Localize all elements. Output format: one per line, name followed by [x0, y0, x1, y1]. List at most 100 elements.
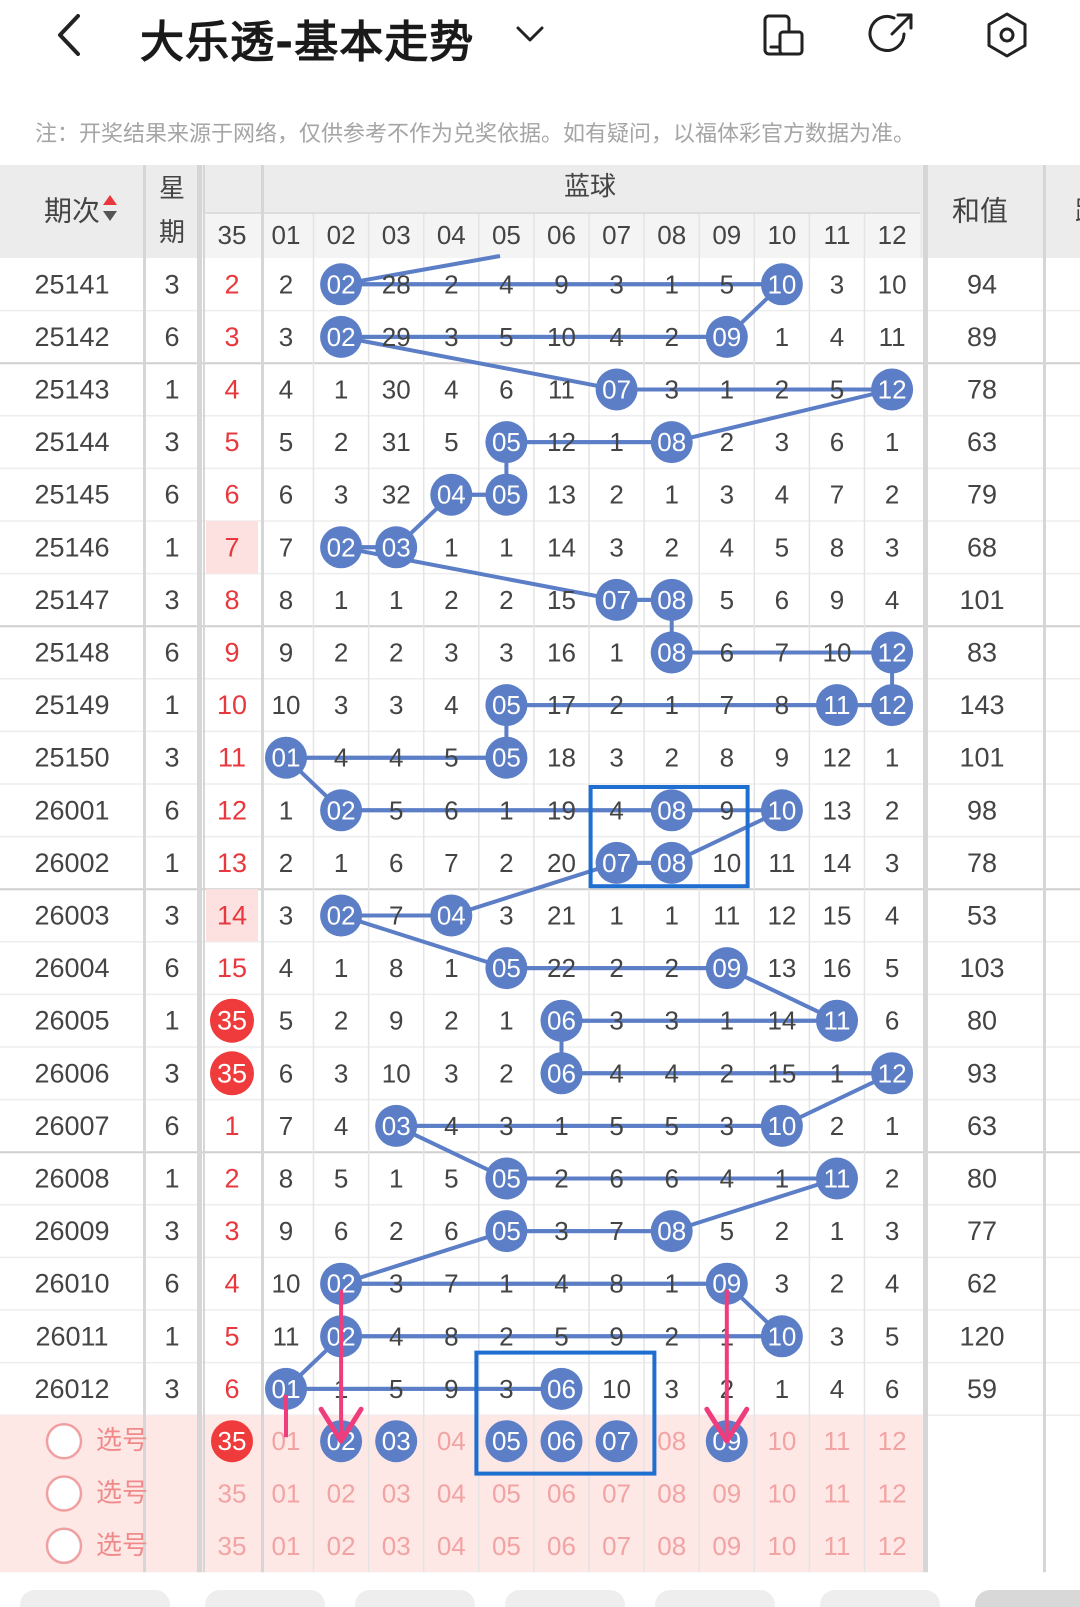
weekday: 3 [164, 427, 179, 457]
select-blue-number[interactable]: 08 [657, 1426, 686, 1456]
weekday: 1 [164, 375, 179, 405]
bottom-tab[interactable] [655, 1590, 775, 1607]
select-blue-number[interactable]: 09 [712, 1479, 741, 1509]
miss-value: 19 [547, 795, 576, 825]
miss-value: 3 [720, 1111, 734, 1141]
selected-blue-number[interactable]: 05 [492, 1426, 521, 1456]
selected-blue-ball[interactable] [485, 1420, 528, 1463]
share-icon[interactable] [868, 10, 918, 60]
select-blue-number[interactable]: 02 [327, 1479, 356, 1509]
miss-value: 2 [279, 269, 293, 299]
select-label[interactable]: 选号 [96, 1531, 148, 1561]
select-blue-number[interactable]: 11 [824, 1479, 851, 1509]
miss-count: 8 [224, 585, 239, 615]
select-blue-number[interactable]: 01 [272, 1531, 301, 1561]
blue-ball-number: 11 [824, 1164, 851, 1194]
select-red-number[interactable]: 35 [218, 1531, 247, 1561]
selected-blue-ball[interactable] [375, 1420, 418, 1463]
miss-value: 1 [334, 375, 348, 405]
column-header-issue[interactable]: 期次 [44, 195, 100, 228]
select-blue-number[interactable]: 03 [382, 1479, 411, 1509]
blue-ball-number: 02 [327, 901, 356, 931]
select-blue-number[interactable]: 08 [657, 1531, 686, 1561]
select-blue-number[interactable]: 11 [824, 1531, 851, 1561]
select-blue-number[interactable]: 03 [382, 1531, 411, 1561]
select-label[interactable]: 选号 [96, 1426, 148, 1456]
chevron-down-icon[interactable] [512, 18, 548, 50]
sum-value: 53 [967, 901, 997, 931]
select-radio[interactable] [45, 1475, 83, 1512]
blue-ball [485, 1157, 528, 1200]
select-blue-number[interactable]: 11 [824, 1426, 851, 1456]
select-blue-number[interactable]: 06 [547, 1531, 576, 1561]
issue-number: 25146 [34, 532, 109, 562]
select-blue-number[interactable]: 12 [878, 1479, 907, 1509]
blue-ball-number: 08 [657, 585, 686, 615]
bottom-tab[interactable] [20, 1590, 170, 1607]
bottom-tab[interactable] [820, 1590, 940, 1607]
page-title[interactable]: 大乐透-基本走势 [140, 17, 475, 68]
miss-value: 6 [830, 427, 844, 457]
blue-ball-number: 05 [492, 743, 521, 773]
settings-hexagon-icon[interactable] [982, 10, 1032, 60]
back-arrow-icon[interactable] [48, 10, 98, 60]
bottom-tab[interactable] [505, 1590, 625, 1607]
bottom-tab[interactable] [355, 1590, 475, 1607]
select-blue-number[interactable]: 05 [492, 1531, 521, 1561]
blue-ball-number: 10 [767, 1321, 796, 1351]
select-blue-number[interactable]: 12 [878, 1426, 907, 1456]
selected-blue-number[interactable]: 03 [382, 1426, 411, 1456]
select-blue-number[interactable]: 10 [767, 1531, 796, 1561]
bottom-tab[interactable] [205, 1590, 325, 1607]
miss-value: 3 [775, 427, 789, 457]
select-blue-number[interactable]: 08 [657, 1479, 686, 1509]
select-blue-number[interactable]: 07 [602, 1479, 631, 1509]
selected-red-ball[interactable] [211, 1420, 253, 1463]
blue-ball [320, 894, 363, 937]
select-blue-number[interactable]: 04 [437, 1531, 466, 1561]
select-label[interactable]: 选号 [96, 1479, 148, 1509]
miss-value: 30 [382, 375, 411, 405]
red-ball-number: 35 [217, 1006, 247, 1036]
miss-value: 3 [885, 848, 899, 878]
blue-ball [540, 999, 583, 1042]
miss-value: 32 [382, 480, 411, 510]
bottom-tab[interactable] [975, 1590, 1080, 1607]
miss-value: 10 [272, 1269, 301, 1299]
select-red-number[interactable]: 35 [218, 1479, 247, 1509]
miss-value: 5 [444, 1164, 458, 1194]
selected-blue-number[interactable]: 06 [547, 1426, 576, 1456]
select-blue-number[interactable]: 06 [547, 1479, 576, 1509]
select-radio[interactable] [45, 1422, 83, 1460]
select-blue-number[interactable]: 12 [878, 1531, 907, 1561]
sort-down-icon[interactable] [103, 211, 117, 221]
blue-ball-number: 09 [712, 953, 741, 983]
selected-red-number[interactable]: 35 [218, 1426, 247, 1456]
select-blue-number[interactable]: 10 [767, 1479, 796, 1509]
miss-value: 5 [720, 585, 734, 615]
miss-value: 2 [334, 1006, 348, 1036]
selected-blue-number[interactable]: 07 [602, 1426, 631, 1456]
miss-value: 8 [389, 953, 403, 983]
miss-highlight [206, 889, 258, 942]
select-blue-number[interactable]: 09 [712, 1531, 741, 1561]
blue-ball [760, 1315, 803, 1358]
miss-value: 1 [664, 1269, 678, 1299]
select-blue-number[interactable]: 04 [437, 1479, 466, 1509]
select-blue-number[interactable]: 02 [327, 1531, 356, 1561]
miss-value: 2 [775, 375, 789, 405]
select-blue-number[interactable]: 07 [602, 1531, 631, 1561]
miss-value: 1 [775, 1374, 789, 1404]
selected-blue-ball[interactable] [540, 1420, 583, 1463]
device-icon[interactable] [758, 10, 808, 60]
sort-up-icon[interactable] [103, 195, 117, 205]
select-radio[interactable] [45, 1527, 83, 1565]
select-blue-number[interactable]: 10 [767, 1426, 796, 1456]
select-blue-number[interactable]: 01 [272, 1479, 301, 1509]
selected-blue-ball[interactable] [595, 1420, 638, 1463]
select-blue-number[interactable]: 05 [492, 1479, 521, 1509]
blue-ball [265, 1367, 307, 1410]
select-blue-number[interactable]: 04 [437, 1426, 466, 1456]
blue-ball [816, 684, 858, 727]
column-header-number: 05 [492, 220, 521, 250]
